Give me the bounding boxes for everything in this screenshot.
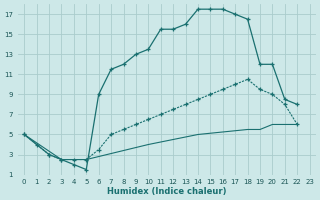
X-axis label: Humidex (Indice chaleur): Humidex (Indice chaleur) <box>107 187 227 196</box>
